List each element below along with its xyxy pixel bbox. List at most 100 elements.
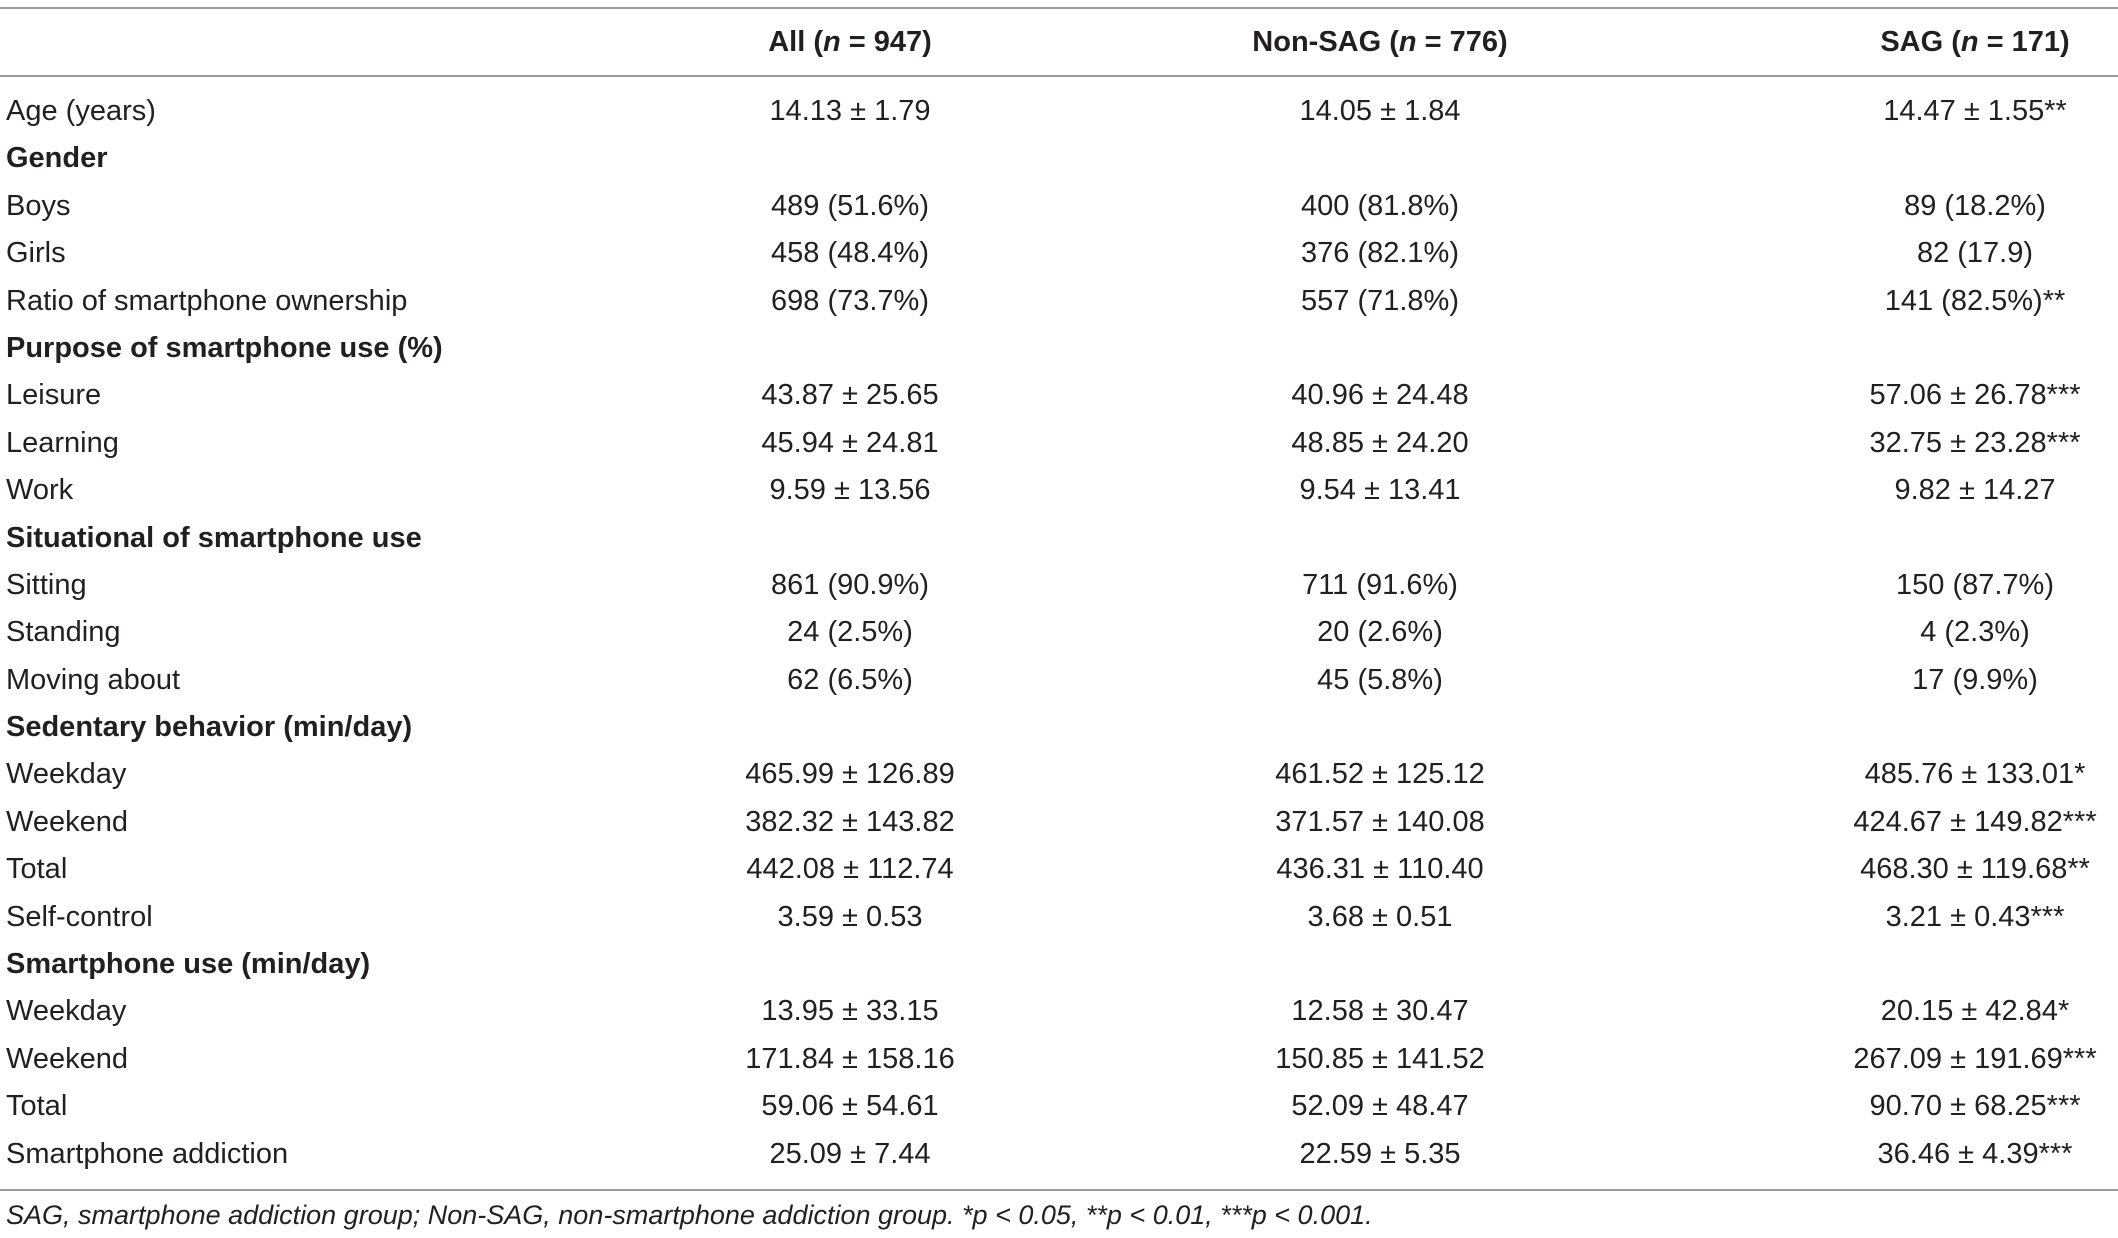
cell-all: 3.59 ± 0.53 bbox=[777, 900, 923, 933]
table-row: Smartphone addiction 25.09 ± 7.44 22.59 ± … bbox=[0, 1131, 2118, 1178]
cell-sag: 14.47 ± 1.55** bbox=[1883, 95, 2067, 127]
cell-non-sag bbox=[1220, 941, 1540, 988]
row-label: Age (years) bbox=[6, 95, 156, 127]
row-label: Moving about bbox=[6, 663, 181, 696]
table-body: Age (years) 14.13 ± 1.79 14.05 ± 1.84 14.47… bbox=[0, 88, 2118, 1178]
row-label: Work bbox=[6, 474, 74, 507]
cell-non-sag: 45 (5.8%) bbox=[1317, 663, 1443, 696]
table-row: Weekend 382.32 ± 143.82 371.57 ± 140.08 424… bbox=[0, 799, 2118, 846]
cell-sag: 32.75 ± 23.28*** bbox=[1869, 426, 2081, 459]
cell-non-sag: 371.57 ± 140.08 bbox=[1275, 805, 1485, 838]
section-header-row: Sedentary behavior (min/day) bbox=[0, 704, 2118, 751]
header-rule bbox=[0, 75, 2118, 77]
cell-all bbox=[690, 135, 1010, 182]
section-header-row: Smartphone use (min/day) bbox=[0, 941, 2118, 988]
cell-non-sag: 436.31 ± 110.40 bbox=[1276, 853, 1484, 886]
cell-non-sag: 40.96 ± 24.48 bbox=[1291, 379, 1469, 412]
cell-non-sag: 376 (82.1%) bbox=[1301, 237, 1459, 270]
row-label: Girls bbox=[6, 237, 66, 270]
cell-all: 14.13 ± 1.79 bbox=[769, 95, 931, 127]
table-row: Age (years) 14.13 ± 1.79 14.05 ± 1.84 14.47… bbox=[0, 88, 2118, 135]
cell-sag: 424.67 ± 149.82*** bbox=[1853, 805, 2097, 838]
cell-all bbox=[690, 941, 1010, 988]
cell-non-sag: 48.85 ± 24.20 bbox=[1291, 426, 1469, 459]
cell-sag: 82 (17.9) bbox=[1916, 237, 2034, 270]
cell-sag: 3.21 ± 0.43*** bbox=[1885, 900, 2065, 933]
cell-sag: 150 (87.7%) bbox=[1896, 568, 2054, 601]
cell-all: 171.84 ± 158.16 bbox=[745, 1042, 955, 1075]
row-label: Total bbox=[6, 1090, 68, 1123]
table-row: Standing 24 (2.5%) 20 (2.6%) 4 (2.3%) bbox=[0, 609, 2118, 656]
cell-sag: 57.06 ± 26.78*** bbox=[1869, 379, 2081, 412]
cell-non-sag: 9.54 ± 13.41 bbox=[1299, 474, 1461, 507]
table-row: Boys 489 (51.6%) 400 (81.8%) 89 (18.2%) bbox=[0, 183, 2118, 230]
table-row: Total 59.06 ± 54.61 52.09 ± 48.47 90.70 ± 6… bbox=[0, 1083, 2118, 1130]
cell-non-sag bbox=[1220, 704, 1540, 751]
row-label: Weekday bbox=[6, 758, 127, 791]
row-label: Smartphone addiction bbox=[6, 1137, 289, 1170]
table-footnote: SAG, smartphone addiction group; Non-SAG… bbox=[6, 1200, 1373, 1230]
cell-non-sag: 150.85 ± 141.52 bbox=[1275, 1042, 1485, 1075]
cell-all: 465.99 ± 126.89 bbox=[745, 758, 955, 791]
cell-sag: 89 (18.2%) bbox=[1904, 189, 2046, 222]
cell-sag bbox=[1815, 135, 2118, 182]
table-row: Sitting 861 (90.9%) 711 (91.6%) 150 (87.7%) bbox=[0, 562, 2118, 609]
cell-all: 489 (51.6%) bbox=[771, 189, 929, 222]
cell-all: 442.08 ± 112.74 bbox=[746, 853, 954, 886]
cell-non-sag: 20 (2.6%) bbox=[1317, 616, 1443, 649]
cell-sag: 267.09 ± 191.69*** bbox=[1853, 1042, 2097, 1075]
cell-sag bbox=[1815, 941, 2118, 988]
cell-non-sag bbox=[1220, 325, 1540, 372]
cell-non-sag bbox=[1220, 135, 1540, 182]
row-label: Total bbox=[6, 853, 68, 886]
cell-all: 43.87 ± 25.65 bbox=[761, 379, 939, 412]
cell-non-sag: 22.59 ± 5.35 bbox=[1299, 1137, 1461, 1170]
cell-sag: 17 (9.9%) bbox=[1912, 663, 2038, 696]
cell-non-sag: 3.68 ± 0.51 bbox=[1307, 900, 1453, 933]
cell-non-sag bbox=[1220, 515, 1540, 562]
table-row: Learning 45.94 ± 24.81 48.85 ± 24.20 32.75 … bbox=[0, 420, 2118, 467]
cell-non-sag: 400 (81.8%) bbox=[1301, 189, 1459, 222]
table-header: All (n = 947) Non-SAG (n = 776) SAG (n =… bbox=[0, 9, 2118, 75]
table-row: Self-control 3.59 ± 0.53 3.68 ± 0.51 3.21 ±… bbox=[0, 894, 2118, 941]
section-label: Situational of smartphone use bbox=[6, 521, 422, 554]
header-sag: SAG (n = 171) bbox=[1880, 26, 2070, 58]
table-row: Work 9.59 ± 13.56 9.54 ± 13.41 9.82 ± 14.27 bbox=[0, 467, 2118, 514]
cell-all: 698 (73.7%) bbox=[771, 284, 929, 317]
table-row: Moving about 62 (6.5%) 45 (5.8%) 17 (9.9%) bbox=[0, 657, 2118, 704]
section-label: Smartphone use (min/day) bbox=[6, 948, 371, 981]
cell-sag: 468.30 ± 119.68** bbox=[1860, 853, 2090, 886]
cell-all: 24 (2.5%) bbox=[787, 616, 913, 649]
top-rule bbox=[0, 7, 2118, 9]
cell-all: 382.32 ± 143.82 bbox=[745, 805, 955, 838]
header-all: All (n = 947) bbox=[768, 26, 932, 58]
cell-non-sag: 12.58 ± 30.47 bbox=[1291, 995, 1469, 1028]
section-header-row: Purpose of smartphone use (%) bbox=[0, 325, 2118, 372]
header-non-sag: Non-SAG (n = 776) bbox=[1252, 26, 1508, 58]
cell-all: 861 (90.9%) bbox=[771, 568, 929, 601]
table-row: Total 442.08 ± 112.74 436.31 ± 110.40 468.3… bbox=[0, 846, 2118, 893]
cell-sag bbox=[1815, 325, 2118, 372]
cell-all: 45.94 ± 24.81 bbox=[761, 426, 939, 459]
cell-sag: 141 (82.5%)** bbox=[1884, 284, 2066, 317]
section-header-row: Situational of smartphone use bbox=[0, 515, 2118, 562]
row-label: Self-control bbox=[6, 900, 153, 933]
cell-all: 458 (48.4%) bbox=[771, 237, 929, 270]
row-label: Sitting bbox=[6, 568, 87, 601]
section-label: Purpose of smartphone use (%) bbox=[6, 331, 443, 364]
cell-all: 25.09 ± 7.44 bbox=[769, 1137, 931, 1170]
cell-non-sag: 461.52 ± 125.12 bbox=[1275, 758, 1485, 791]
cell-all: 62 (6.5%) bbox=[787, 663, 913, 696]
cell-sag: 485.76 ± 133.01* bbox=[1864, 758, 2086, 791]
cell-all bbox=[690, 704, 1010, 751]
cell-all bbox=[690, 515, 1010, 562]
cell-non-sag: 711 (91.6%) bbox=[1302, 568, 1458, 601]
section-header-row: Gender bbox=[0, 135, 2118, 182]
table-row: Girls 458 (48.4%) 376 (82.1%) 82 (17.9) bbox=[0, 230, 2118, 277]
table-row: Weekday 13.95 ± 33.15 12.58 ± 30.47 20.15 ±… bbox=[0, 988, 2118, 1035]
section-label: Sedentary behavior (min/day) bbox=[6, 711, 413, 744]
row-label: Weekday bbox=[6, 995, 127, 1028]
table-row: Leisure 43.87 ± 25.65 40.96 ± 24.48 57.06 ±… bbox=[0, 372, 2118, 419]
cell-sag: 90.70 ± 68.25*** bbox=[1869, 1090, 2081, 1123]
table-row: Weekend 171.84 ± 158.16 150.85 ± 141.52 267… bbox=[0, 1036, 2118, 1083]
